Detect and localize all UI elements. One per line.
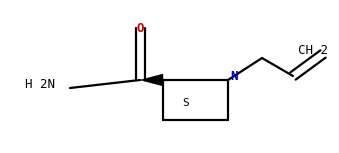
Text: H 2N: H 2N [25, 78, 55, 91]
Text: CH 2: CH 2 [298, 43, 328, 56]
Text: O: O [136, 22, 144, 35]
Text: S: S [183, 98, 190, 108]
Polygon shape [140, 74, 163, 86]
Text: N: N [230, 69, 238, 82]
